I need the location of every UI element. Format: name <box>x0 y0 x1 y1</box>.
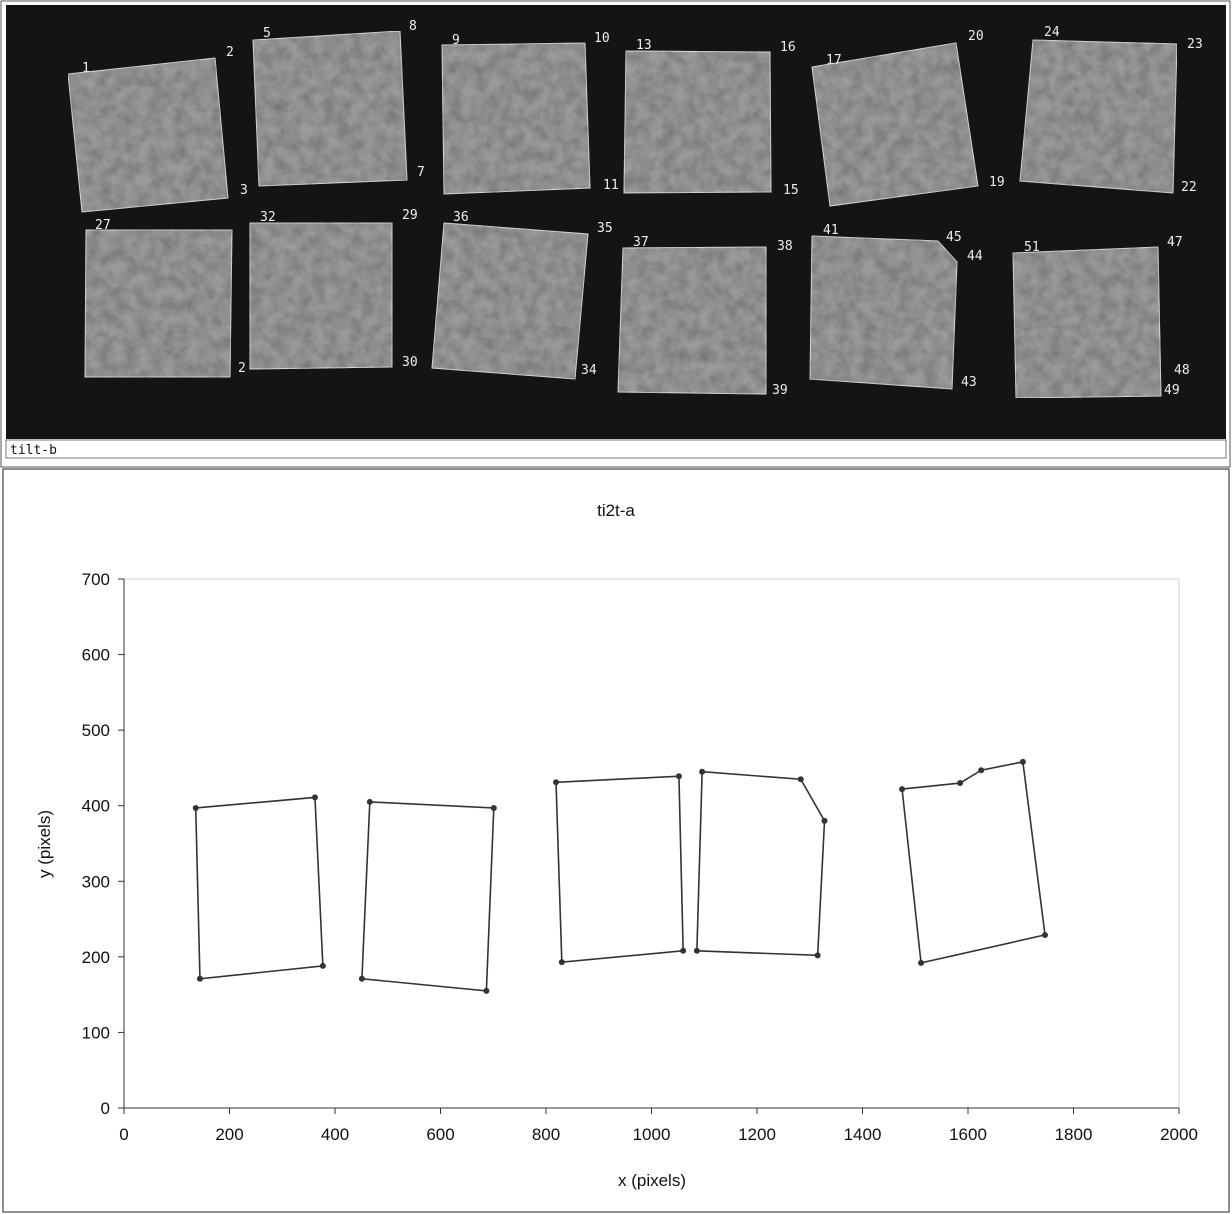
x-tick-label: 1400 <box>844 1125 882 1144</box>
sample <box>432 223 588 379</box>
point-label: 19 <box>989 175 1005 190</box>
data-point <box>312 794 318 800</box>
data-point <box>680 948 686 954</box>
point-label: 8 <box>409 19 417 34</box>
point-label: 34 <box>581 363 597 378</box>
caption: tilt-b <box>10 443 57 458</box>
data-point <box>193 805 199 811</box>
point-label: 32 <box>260 210 276 225</box>
point-label: 10 <box>594 31 610 46</box>
data-point <box>553 779 559 785</box>
point-label: 9 <box>452 33 460 48</box>
point-label: 23 <box>1187 37 1203 52</box>
sample <box>810 236 957 389</box>
point-label: 15 <box>783 183 799 198</box>
point-label: 47 <box>1167 235 1183 250</box>
x-tick-label: 1000 <box>633 1125 671 1144</box>
point-label: 1 <box>82 61 90 76</box>
chart-title: ti2t-a <box>597 501 635 520</box>
point-label: 38 <box>777 239 793 254</box>
data-point <box>957 780 963 786</box>
point-label: 17 <box>826 53 842 68</box>
data-point <box>197 976 203 982</box>
x-tick-label: 0 <box>119 1125 128 1144</box>
point-label: 11 <box>603 178 619 193</box>
point-label: 39 <box>772 383 788 398</box>
x-tick-label: 800 <box>532 1125 560 1144</box>
point-label: 13 <box>636 38 652 53</box>
data-point <box>899 786 905 792</box>
point-label: 16 <box>780 40 796 55</box>
point-label: 3 <box>240 183 248 198</box>
point-label: 35 <box>597 221 613 236</box>
data-point <box>978 767 984 773</box>
sample <box>253 31 407 186</box>
data-point <box>359 976 365 982</box>
data-point <box>822 818 828 824</box>
point-label: 30 <box>402 355 418 370</box>
sample <box>68 58 228 212</box>
data-point <box>694 948 700 954</box>
y-tick-label: 400 <box>82 797 110 816</box>
point-label: 20 <box>968 29 984 44</box>
x-tick-label: 1600 <box>949 1125 987 1144</box>
data-point <box>815 952 821 958</box>
point-label: 36 <box>453 210 469 225</box>
point-label: 24 <box>1044 25 1060 40</box>
point-label: 49 <box>1164 383 1180 398</box>
x-axis-label: x (pixels) <box>618 1171 686 1190</box>
point-label: 51 <box>1024 240 1040 255</box>
x-tick-label: 200 <box>215 1125 243 1144</box>
sample <box>85 230 232 377</box>
point-label: 44 <box>967 249 983 264</box>
data-point <box>320 963 326 969</box>
point-label: 5 <box>263 26 271 41</box>
x-tick-label: 600 <box>426 1125 454 1144</box>
point-label: 22 <box>1181 180 1197 195</box>
point-label: 48 <box>1174 363 1190 378</box>
data-point <box>699 769 705 775</box>
y-tick-label: 500 <box>82 721 110 740</box>
y-tick-label: 0 <box>101 1099 110 1118</box>
data-point <box>559 959 565 965</box>
sample <box>442 43 590 194</box>
data-point <box>367 799 373 805</box>
chart: ti2t-a x (pixels) y (pixels) 0 100 200 300 4… <box>0 468 1232 1214</box>
sample <box>618 247 766 394</box>
y-tick-label: 200 <box>82 948 110 967</box>
point-label: 43 <box>961 375 977 390</box>
data-point <box>1042 932 1048 938</box>
data-point <box>483 988 489 994</box>
y-tick-label: 100 <box>82 1023 110 1042</box>
y-tick-label: 600 <box>82 646 110 665</box>
chart-frame <box>3 469 1229 1212</box>
point-label: 27 <box>95 218 111 233</box>
data-point <box>918 960 924 966</box>
point-label: 7 <box>417 165 425 180</box>
x-tick-label: 2000 <box>1160 1125 1198 1144</box>
point-label: 45 <box>946 230 962 245</box>
sample <box>1013 247 1161 398</box>
sample <box>1020 40 1177 193</box>
data-point <box>676 773 682 779</box>
data-point <box>1020 759 1026 765</box>
y-tick-label: 300 <box>82 872 110 891</box>
x-tick-label: 1200 <box>738 1125 776 1144</box>
point-label: 2 <box>226 45 234 60</box>
page: 1235879101113161517201924232227322923036… <box>0 0 1232 1214</box>
sample <box>250 223 392 369</box>
sample <box>624 51 771 193</box>
point-label: 37 <box>633 235 649 250</box>
x-tick-label: 400 <box>321 1125 349 1144</box>
point-label: 2 <box>238 361 246 376</box>
data-point <box>798 776 804 782</box>
data-point <box>491 805 497 811</box>
y-tick-label: 700 <box>82 570 110 589</box>
point-label: 41 <box>823 223 839 238</box>
x-tick-label: 1800 <box>1055 1125 1093 1144</box>
y-axis-label: y (pixels) <box>35 810 54 878</box>
caption-box <box>6 440 1226 458</box>
point-label: 29 <box>402 208 418 223</box>
